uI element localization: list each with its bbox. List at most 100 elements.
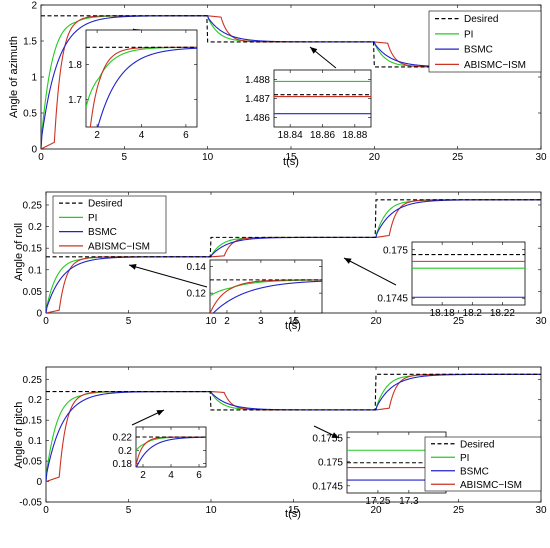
y-tick-label: 1.5 [23,37,37,48]
arrow-line [128,264,208,288]
y-tick-label: 1.487 [245,94,270,105]
y-axis-label: Angle of roll [13,223,25,281]
arrow-head [310,47,318,54]
inset-frame [85,29,198,128]
inset-2: 18.18 18.2 18.22 0.1745 0.175 [377,241,526,319]
arrow-line [343,257,397,286]
x-tick-label: 4 [139,130,145,141]
legend: Desired PI BSMC ABISMC−ISM [52,195,167,254]
x-tick-label: 15 [285,152,297,163]
chart-panel-3: 0 5 10 15 20 25 30-0.0500.050.10.150.20.25t(s)… [13,366,547,520]
x-tick-label: 5 [122,152,128,163]
x-tick-label: 18.2 [463,308,483,319]
y-tick-label: 0.2 [118,446,132,457]
x-tick-label: 20 [369,152,381,163]
chart-panel-1: 0 5 10 15 20 25 30 0 0.5 1 1.5 2 t(s) Angle of azimut… [8,1,547,169]
y-tick-label: 0.14 [187,262,207,273]
series-line-desired [46,373,541,411]
y-tick-label: 0 [36,309,42,320]
x-tick-label: 30 [535,505,547,516]
y-tick-label: 0.175 [383,245,408,256]
legend: Desired PI BSMC ABISMC−ISM [428,10,542,73]
x-tick-label: 17.3 [399,496,419,507]
y-tick-label: 0.1745 [377,294,408,305]
y-tick-label: 0.12 [187,289,207,300]
x-tick-label: 10 [205,316,217,327]
legend-box [52,195,167,254]
legend-label: Desired [460,439,494,450]
inset-2: 18.84 18.86 18.88 1.486 1.487 1.488 [245,69,372,141]
inset-1: 2 3 4 0.12 0.14 [187,259,323,327]
legend-box [428,10,542,73]
x-tick-label: 4 [168,470,174,481]
y-tick-label: 1 [31,73,37,84]
x-tick-label: 5 [126,505,132,516]
inset-series-bsmc [136,436,206,467]
inset-series-bsmc [97,47,197,127]
y-axis-label: Angle of azimuth [8,36,20,118]
legend-label: PI [464,29,473,40]
y-tick-label: 0 [31,145,37,156]
arrow-head [344,258,352,264]
x-tick-label: 2 [224,316,230,327]
y-tick-label: 0.25 [23,200,43,211]
y-tick-label: 0.1755 [312,433,343,444]
legend-label: PI [88,213,97,224]
legend-label: ABISMC−ISM [88,241,150,252]
x-tick-label: 10 [205,505,217,516]
y-tick-label: 0.175 [318,457,343,468]
legend-label: BSMC [88,227,117,238]
x-tick-label: 18.86 [310,130,335,141]
legend: Desired PI BSMC ABISMC−ISM [424,436,542,492]
x-tick-label: 0 [38,152,44,163]
y-tick-label: 0.1745 [312,481,343,492]
x-axis-label: t(s) [285,320,301,332]
legend-box [424,436,542,492]
y-tick-label: 1.8 [68,60,82,71]
legend-label: BSMC [460,466,489,477]
x-tick-label: 0 [43,505,49,516]
x-tick-label: 15 [288,505,300,516]
y-tick-label: 1.488 [245,75,270,86]
arrow-head [331,432,339,438]
x-tick-label: 25 [453,316,465,327]
x-tick-label: 2 [140,470,146,481]
legend-label: ABISMC−ISM [460,480,522,491]
x-tick-label: 25 [453,505,465,516]
y-tick-label: 0.15 [23,244,43,255]
series-line-desired [41,15,541,68]
y-tick-label: 0.15 [23,416,43,427]
x-tick-label: 20 [370,505,382,516]
y-tick-label: 0.05 [23,287,43,298]
y-tick-label: 0.18 [113,459,133,470]
x-tick-label: 5 [126,316,132,327]
y-tick-label: 0.1 [28,265,42,276]
series-line-bsmc [46,199,541,313]
x-tick-label: 18.22 [490,308,515,319]
x-tick-label: 2 [94,130,100,141]
x-tick-label: 15 [288,316,300,327]
x-tick-label: 30 [535,316,547,327]
y-tick-label: 0.25 [23,375,43,386]
y-tick-label: 2 [31,1,37,12]
arrow-head [156,410,164,416]
x-tick-label: 10 [202,152,214,163]
legend-label: BSMC [464,45,493,56]
arrow-head [129,264,137,270]
x-tick-label: 30 [535,152,547,163]
x-axis-label: t(s) [283,156,299,168]
x-tick-label: 6 [183,130,189,141]
legend-label: PI [460,453,469,464]
y-tick-label: 0.05 [23,457,43,468]
x-tick-label: 6 [196,470,202,481]
inset-frame [411,241,526,306]
x-tick-label: 18.84 [278,130,303,141]
y-tick-label: 0 [36,477,42,488]
x-tick-label: 17.25 [365,496,390,507]
x-tick-label: 18.18 [430,308,455,319]
y-tick-label: 0.2 [28,395,42,406]
x-tick-label: 4 [292,316,298,327]
legend-label: Desired [464,14,498,25]
chart-panel-2: 0 5 10 15 20 25 30 0 0.05 0.1 0.15 0.2 0.25 t(s) Angle… [13,191,547,332]
